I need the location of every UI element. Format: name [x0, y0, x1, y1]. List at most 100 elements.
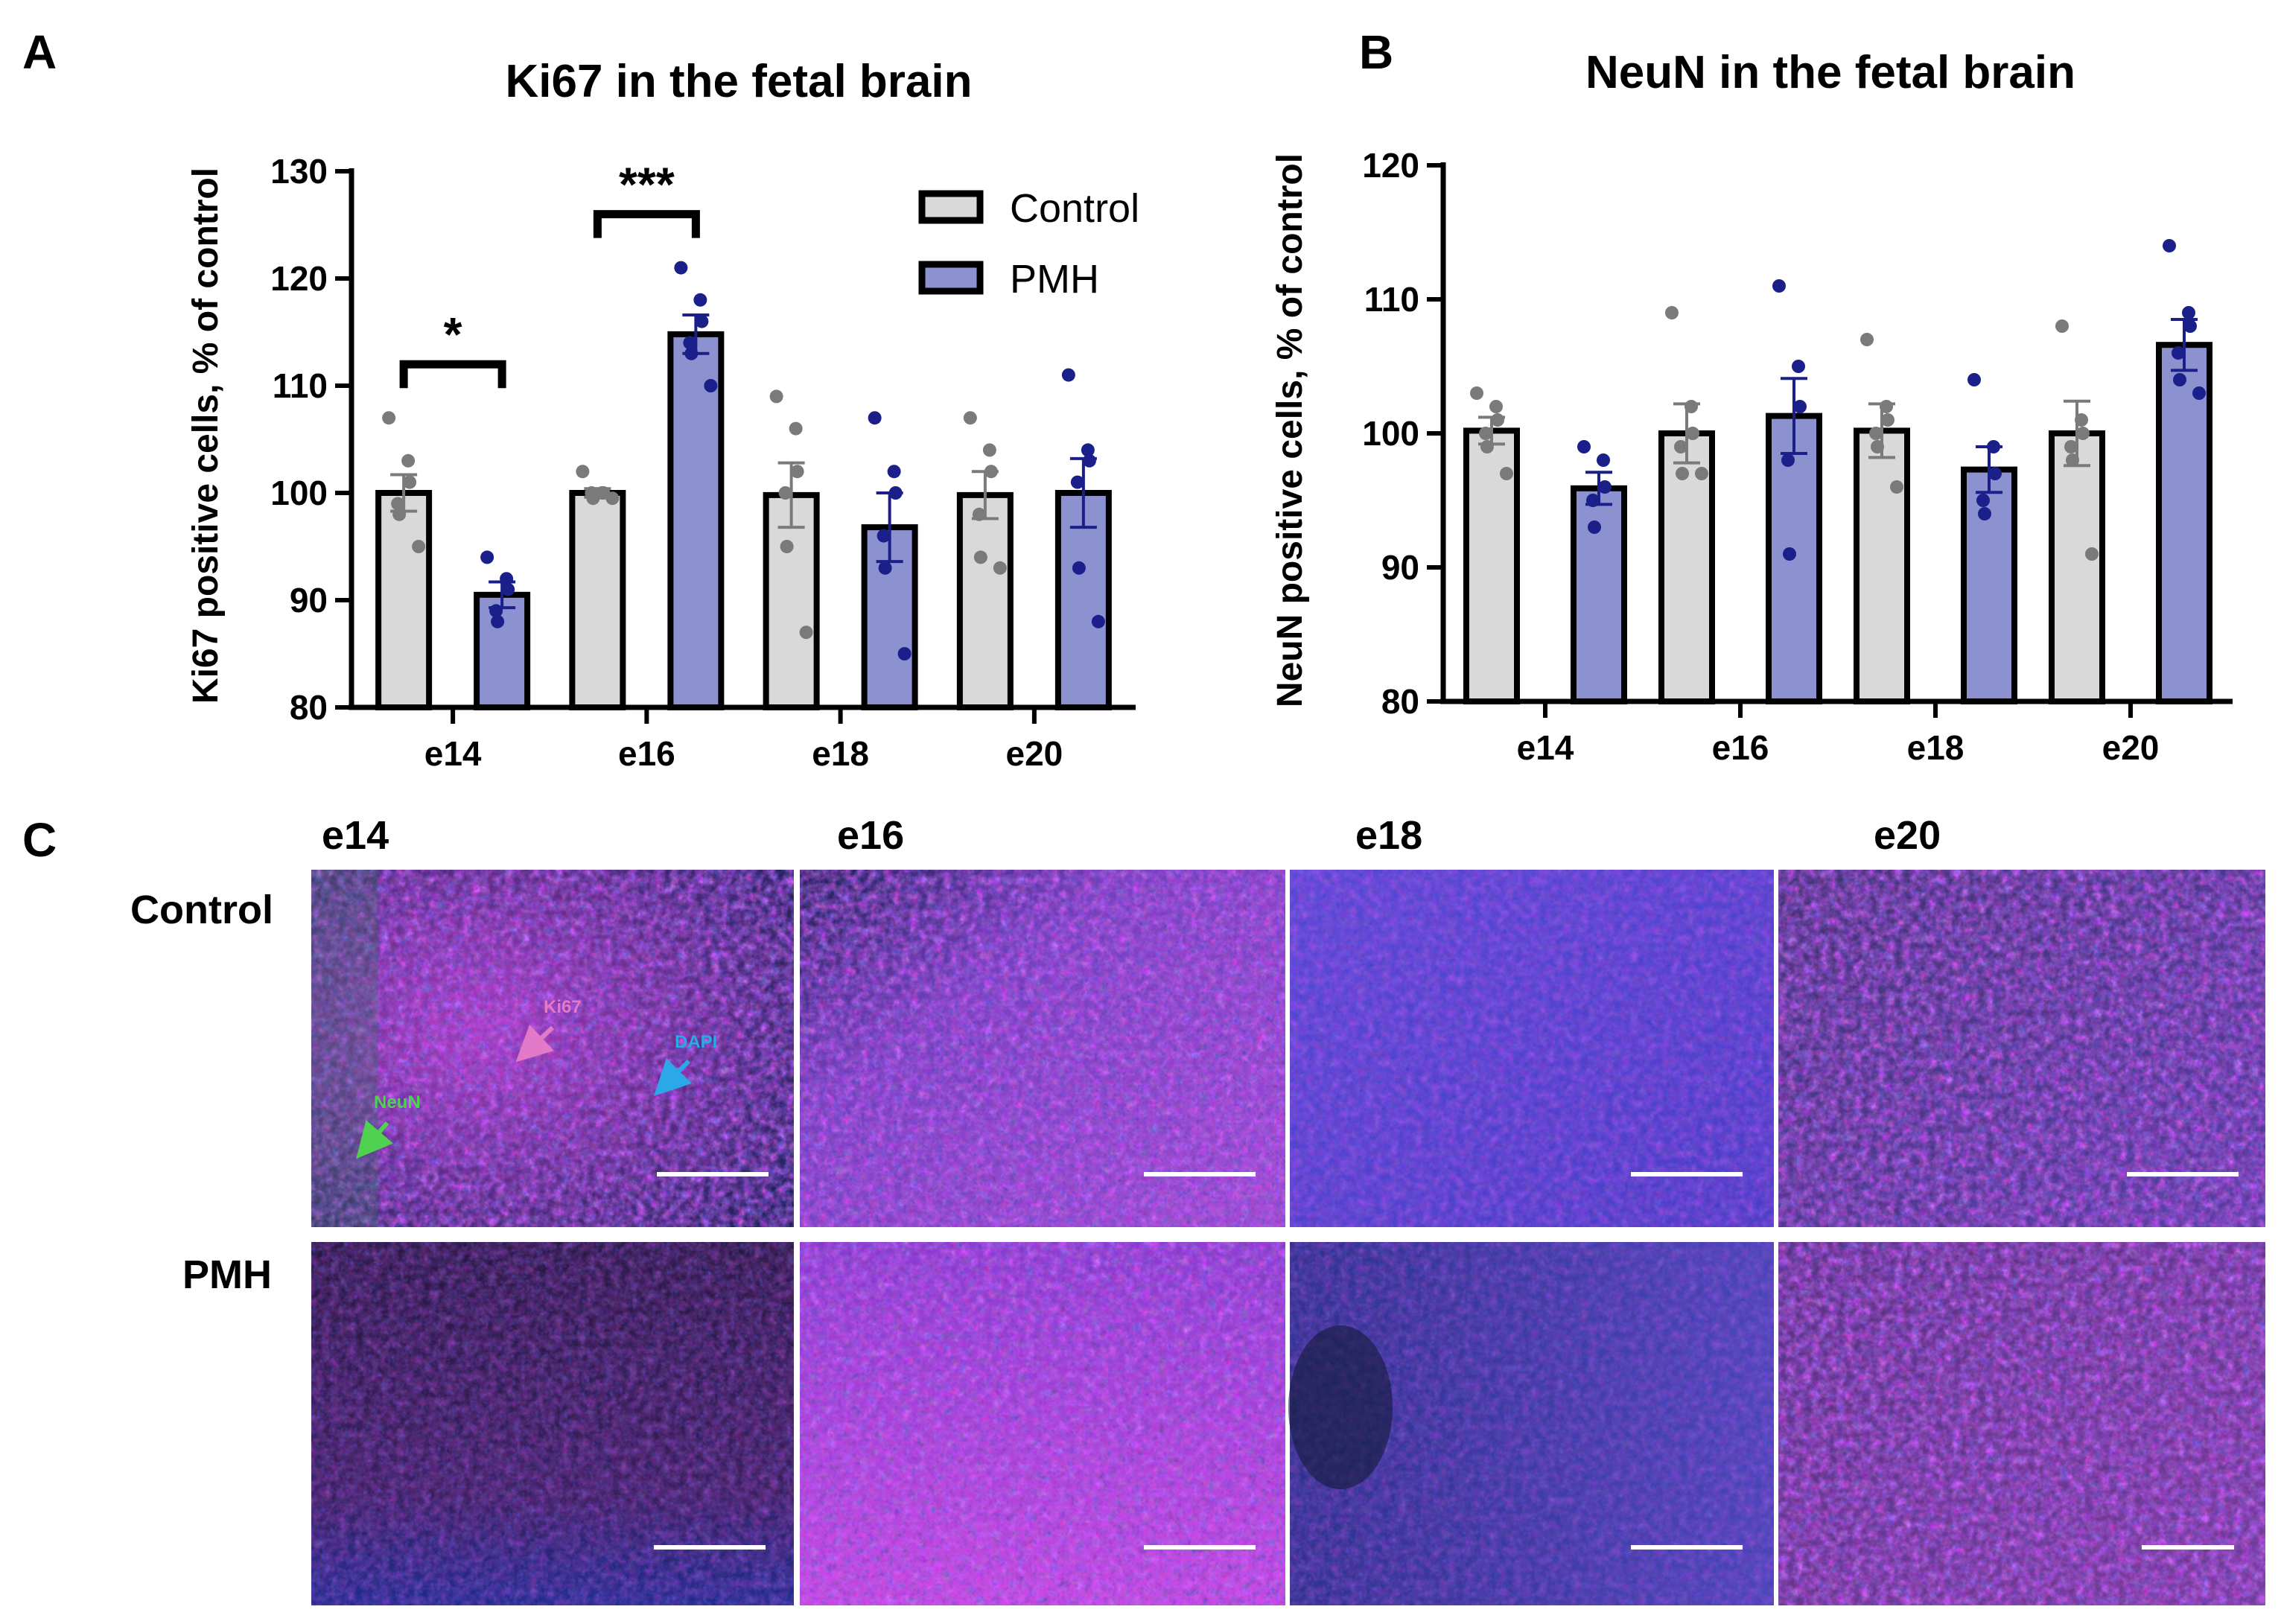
ki67-data-point: [982, 443, 996, 457]
neun-bar-pmh-e16: [1766, 413, 1822, 704]
ki67-x-tick-label-e20: e20: [1006, 734, 1063, 773]
micrograph-column-e16: e16: [837, 813, 904, 858]
neun-data-point: [1967, 373, 1981, 386]
neun-y-tick-label: 80: [1381, 682, 1419, 721]
neun-chart: NeuN in the fetal brain NeuN positive ce…: [1270, 47, 2233, 767]
legend-swatch-pmh: [918, 261, 984, 295]
neun-data-point: [1489, 400, 1503, 413]
neun-data-point: [2066, 453, 2079, 467]
micrograph-grid: e14 e16 e18 e20 Control PMH: [130, 813, 2265, 1605]
annotation-dapi: DAPI: [675, 1032, 717, 1052]
neun-data-point: [2172, 346, 2185, 360]
neun-y-axis-label: NeuN positive cells, % of control: [1270, 153, 1310, 707]
neun-y-tick-label: 90: [1381, 548, 1419, 587]
legend-label-control: Control: [1010, 186, 1139, 231]
ki67-x-tick-label-e14: e14: [424, 734, 482, 773]
micrograph-column-e18: e18: [1355, 813, 1422, 858]
ki67-y-tick-label: 100: [270, 474, 328, 512]
neun-data-point: [1684, 400, 1698, 413]
micrograph-row-pmh: PMH: [182, 1252, 272, 1297]
neun-bar-pmh-e18: [1961, 466, 2017, 704]
annotation-ki67: Ki67: [544, 997, 582, 1017]
neun-data-point: [2173, 373, 2186, 386]
ki67-data-point: [480, 550, 494, 564]
significance-label-e14: *: [444, 308, 462, 361]
neun-data-point: [1783, 547, 1796, 561]
neun-x-tick-label-e20: e20: [2102, 728, 2160, 767]
ki67-bar-pmh-e16: [667, 331, 725, 710]
ki67-y-tick-label: 80: [290, 688, 328, 727]
micrograph-pmh-e20: [1778, 1242, 2265, 1605]
ki67-data-point: [778, 486, 792, 500]
ki67-data-point: [501, 582, 515, 596]
neun-data-point: [1586, 494, 1600, 507]
neun-data-point: [1988, 467, 2002, 480]
neun-y-tick-label: 100: [1362, 414, 1419, 453]
neun-data-point: [1479, 427, 1492, 440]
neun-data-point: [1665, 306, 1679, 319]
micrograph-column-e14: e14: [322, 813, 389, 858]
panel-letter-c: C: [22, 813, 57, 867]
neun-bar-control-e18: [1854, 427, 1910, 705]
micrograph-control-e14: [311, 870, 794, 1227]
ki67-data-point: [500, 572, 514, 586]
ki67-data-point: [695, 314, 709, 328]
ki67-data-point: [391, 497, 405, 511]
ki67-data-point: [382, 411, 396, 425]
ki67-data-point: [993, 561, 1007, 575]
ki67-data-point: [401, 453, 416, 468]
neun-y-tick-label: 120: [1362, 146, 1419, 185]
neun-chart-title: NeuN in the fetal brain: [1585, 47, 2075, 98]
neun-data-point: [2075, 413, 2088, 427]
ki67-data-point: [780, 540, 794, 553]
ki67-data-point: [868, 411, 882, 425]
micrograph-row-control: Control: [130, 888, 273, 932]
neun-data-point: [1491, 413, 1504, 427]
neun-data-point: [1871, 440, 1884, 453]
ki67-data-point: [1061, 368, 1075, 382]
ki67-arrow-icon: [515, 1025, 555, 1063]
neun-data-point: [1500, 467, 1513, 480]
micrograph-control-e20: [1778, 870, 2265, 1227]
micrograph-pmh-e18: [1288, 1242, 1774, 1605]
ki67-data-point: [674, 261, 688, 275]
scale-bars: [654, 1172, 2239, 1550]
ki67-data-point: [789, 421, 803, 436]
legend-label-pmh: PMH: [1010, 257, 1099, 302]
neun-data-point: [1976, 494, 1990, 507]
ki67-data-point: [412, 540, 426, 553]
neun-data-point: [1686, 427, 1699, 440]
ki67-data-point: [489, 604, 503, 618]
neun-data-point: [1676, 467, 1689, 480]
neun-data-point: [1890, 480, 1903, 494]
ki67-data-point: [878, 561, 892, 575]
panel-letter-a: A: [22, 25, 57, 79]
neun-arrow-icon: [356, 1120, 393, 1159]
micrograph-pmh-e16: [800, 1242, 1285, 1605]
ki67-y-tick-label: 130: [270, 152, 328, 191]
neun-data-point: [2064, 440, 2078, 453]
ki67-bar-control-e20: [956, 491, 1014, 710]
ki67-chart-title: Ki67 in the fetal brain: [505, 56, 972, 107]
significance-label-e16: ***: [619, 158, 675, 211]
neun-data-point: [1674, 440, 1687, 453]
ki67-data-point: [984, 465, 998, 479]
ki67-data-point: [605, 491, 620, 506]
neun-x-tick-label-e16: e16: [1712, 728, 1769, 767]
neun-data-point: [2055, 319, 2069, 333]
ki67-data-point: [799, 625, 813, 640]
ki67-bar-control-e14: [375, 490, 433, 710]
ki67-data-point: [1082, 453, 1096, 468]
ki67-data-point: [1091, 614, 1105, 628]
neun-data-point: [1577, 440, 1591, 453]
neun-data-point: [1772, 279, 1786, 293]
panel-letter-b: B: [1359, 25, 1393, 79]
ki67-data-point: [963, 411, 977, 425]
ki67-data-point: [704, 379, 718, 392]
ki67-data-point: [586, 491, 600, 506]
ki67-data-point: [972, 507, 986, 521]
ki67-data-point: [684, 346, 699, 360]
neun-data-point: [1480, 440, 1494, 453]
dapi-arrow-icon: [654, 1058, 692, 1096]
